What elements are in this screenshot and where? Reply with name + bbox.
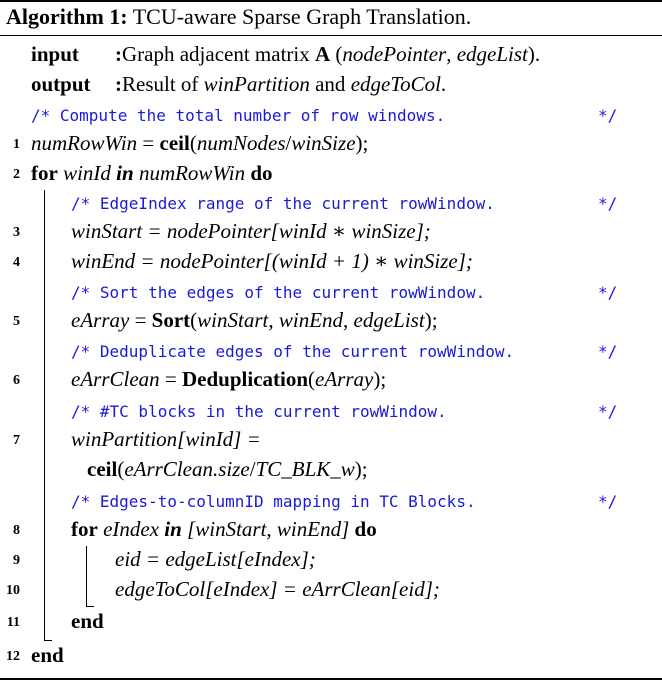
loop-bar-inner [86,546,88,606]
output-keyword: output [31,72,91,96]
bottom-rule [0,678,662,680]
title-rule [0,35,662,37]
line-number: 5 [13,314,20,329]
algorithm-caption: Algorithm 1: TCU-aware Sparse Graph Tran… [6,4,471,30]
line-number: 11 [6,615,20,630]
loop-bar-outer-end [44,640,52,642]
input-keyword: input [31,42,79,66]
top-rule [0,0,662,2]
line-number: 6 [13,373,20,388]
line-number: 9 [13,553,20,568]
line-number: 3 [13,225,20,240]
line-number: 10 [6,583,20,598]
loop-bar-inner-end [86,606,94,608]
algorithm-title: TCU-aware Sparse Graph Translation. [132,4,472,29]
line-number: 7 [13,433,20,448]
line-number: 2 [13,167,20,182]
line-number: 1 [13,137,20,152]
line-number: 12 [6,649,20,664]
line-number: 8 [13,523,20,538]
loop-bar-outer [44,190,46,640]
algorithm-label: Algorithm 1: [6,4,128,29]
line-number: 4 [13,255,20,270]
